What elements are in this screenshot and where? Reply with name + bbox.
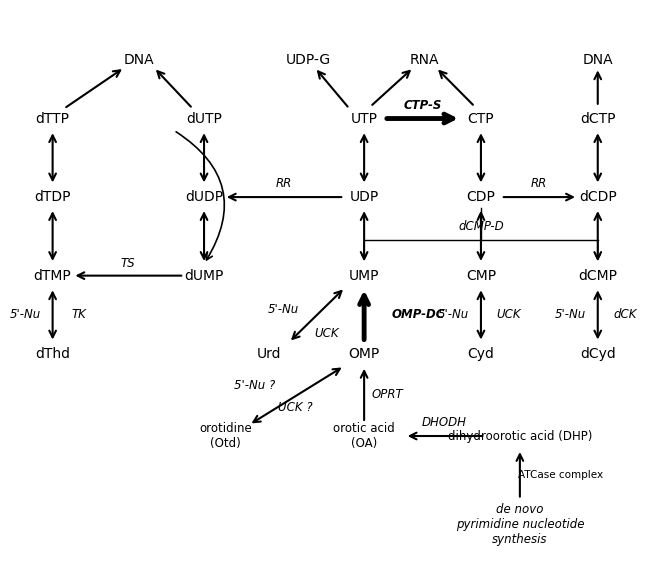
Text: TS: TS <box>120 258 135 270</box>
Text: dCMP: dCMP <box>578 269 618 283</box>
Text: UDP: UDP <box>349 190 379 204</box>
Text: 5'-Nu: 5'-Nu <box>554 308 586 321</box>
Text: dihydroorotic acid (DHP): dihydroorotic acid (DHP) <box>448 429 592 443</box>
Text: dCK: dCK <box>614 308 637 321</box>
Text: UCK ?: UCK ? <box>278 401 312 415</box>
Text: ATCase complex: ATCase complex <box>518 470 603 480</box>
Text: dCTP: dCTP <box>580 112 616 126</box>
Text: DNA: DNA <box>583 53 613 67</box>
Text: dUTP: dUTP <box>186 112 222 126</box>
Text: RR: RR <box>276 178 292 190</box>
Text: Urd: Urd <box>257 347 281 361</box>
Text: CMP: CMP <box>466 269 496 283</box>
Text: orotidine
(Otd): orotidine (Otd) <box>200 422 252 450</box>
Text: RR: RR <box>531 178 547 190</box>
Text: 5'-Nu: 5'-Nu <box>437 308 469 321</box>
Text: 5'-Nu: 5'-Nu <box>10 308 42 321</box>
Text: CTP: CTP <box>468 112 494 126</box>
Text: OPRT: OPRT <box>372 388 403 401</box>
Text: dTDP: dTDP <box>34 190 71 204</box>
Text: dCMP-D: dCMP-D <box>458 220 504 233</box>
Text: dUDP: dUDP <box>185 190 223 204</box>
Text: 5'-Nu: 5'-Nu <box>268 303 299 316</box>
Text: OMP: OMP <box>349 347 380 361</box>
Text: UTP: UTP <box>351 112 378 126</box>
Text: dUMP: dUMP <box>184 269 224 283</box>
Text: 5'-Nu ?: 5'-Nu ? <box>234 379 275 392</box>
Text: Cyd: Cyd <box>468 347 495 361</box>
Text: DHODH: DHODH <box>422 416 467 429</box>
Text: de novo
pyrimidine nucleotide
synthesis: de novo pyrimidine nucleotide synthesis <box>456 503 584 546</box>
Text: dTMP: dTMP <box>34 269 71 283</box>
Text: dCyd: dCyd <box>580 347 616 361</box>
Text: UDP-G: UDP-G <box>286 53 331 67</box>
Text: OMP-DC: OMP-DC <box>392 308 446 321</box>
Text: UCK: UCK <box>497 308 521 321</box>
Text: RNA: RNA <box>410 53 439 67</box>
Text: CTP-S: CTP-S <box>404 99 442 112</box>
Text: dCDP: dCDP <box>579 190 617 204</box>
Text: dThd: dThd <box>35 347 70 361</box>
Text: CDP: CDP <box>466 190 495 204</box>
Text: UMP: UMP <box>349 269 380 283</box>
Text: dTTP: dTTP <box>36 112 70 126</box>
Text: DNA: DNA <box>124 53 155 67</box>
Text: UCK: UCK <box>314 326 339 340</box>
Text: TK: TK <box>72 308 87 321</box>
Text: orotic acid
(OA): orotic acid (OA) <box>333 422 395 450</box>
